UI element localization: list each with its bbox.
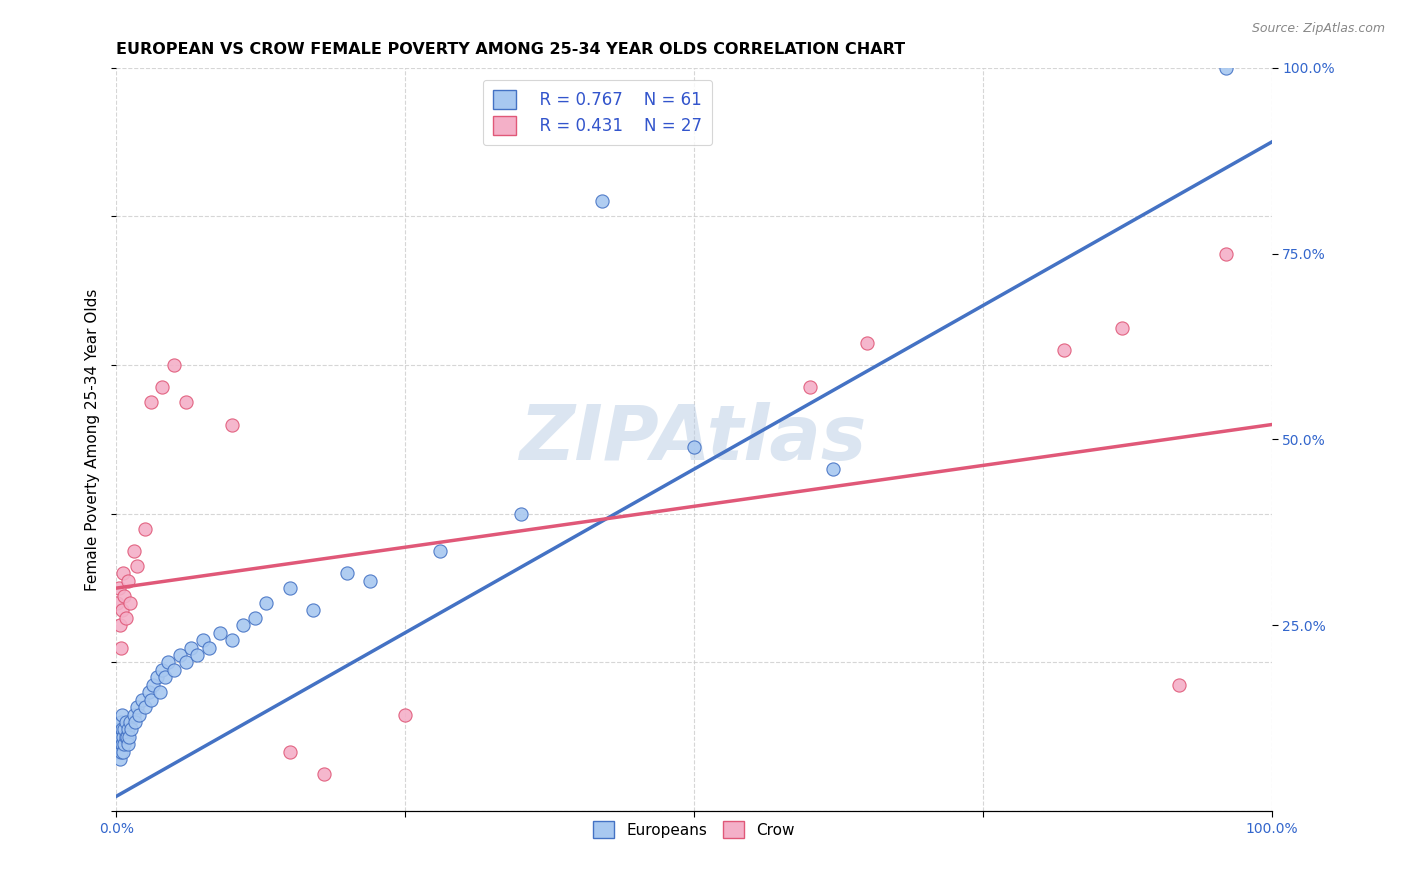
Point (256, 596, 278, 610)
Point (112, 723, 135, 737)
Point (139, 395, 162, 409)
Point (110, 730, 132, 744)
Point (221, 417, 243, 432)
Point (301, 603, 323, 617)
Point (149, 685, 172, 699)
Point (112, 566, 135, 581)
Point (117, 574, 139, 588)
Point (278, 745, 301, 759)
Point (111, 603, 134, 617)
Point (821, 462, 844, 476)
Point (138, 685, 160, 699)
Legend: Europeans, Crow: Europeans, Crow (586, 814, 801, 845)
Point (112, 737, 135, 751)
Point (112, 730, 135, 744)
Text: Source: ZipAtlas.com: Source: ZipAtlas.com (1251, 22, 1385, 36)
Point (108, 730, 131, 744)
Point (111, 707, 134, 722)
Point (197, 640, 219, 655)
Point (112, 589, 135, 603)
Point (107, 730, 129, 744)
Point (180, 640, 202, 655)
Point (131, 692, 153, 706)
Point (122, 544, 145, 558)
Point (799, 380, 821, 394)
Point (157, 656, 180, 670)
Point (107, 745, 129, 759)
Point (145, 670, 167, 684)
Point (117, 723, 139, 737)
Point (112, 745, 135, 759)
Point (394, 707, 416, 722)
Point (107, 581, 129, 595)
Point (115, 730, 138, 744)
Point (124, 714, 146, 729)
Point (114, 730, 136, 744)
Point (107, 596, 129, 610)
Point (591, 194, 613, 209)
Point (120, 596, 142, 610)
Point (169, 648, 191, 662)
Point (1215, 246, 1237, 260)
Point (152, 663, 174, 677)
Y-axis label: Female Poverty Among 25-34 Year Olds: Female Poverty Among 25-34 Year Olds (86, 288, 100, 591)
Point (110, 640, 132, 655)
Text: ZIPAtlas: ZIPAtlas (520, 402, 868, 476)
Point (134, 522, 156, 536)
Point (163, 663, 186, 677)
Point (174, 656, 197, 670)
Point (856, 335, 879, 350)
Point (191, 633, 214, 648)
Point (1168, 678, 1191, 692)
Point (209, 625, 232, 640)
Point (1215, 61, 1237, 75)
Point (174, 395, 197, 409)
Point (232, 618, 254, 632)
Point (278, 581, 301, 595)
Point (125, 700, 148, 714)
Point (118, 730, 141, 744)
Point (117, 737, 139, 751)
Point (163, 358, 186, 372)
Point (336, 566, 359, 581)
Point (509, 507, 531, 521)
Point (110, 745, 132, 759)
Point (139, 692, 162, 706)
Point (134, 700, 156, 714)
Point (125, 558, 148, 573)
Point (107, 723, 129, 737)
Point (120, 714, 142, 729)
Point (110, 714, 132, 729)
Point (114, 714, 136, 729)
Point (111, 737, 134, 751)
Point (114, 611, 136, 625)
Point (107, 737, 129, 751)
Point (108, 737, 131, 751)
Point (429, 544, 451, 558)
Point (122, 707, 145, 722)
Point (128, 707, 150, 722)
Point (221, 633, 243, 648)
Point (153, 670, 176, 684)
Point (683, 440, 706, 454)
Point (1053, 343, 1076, 358)
Point (152, 380, 174, 394)
Point (186, 648, 208, 662)
Point (111, 723, 134, 737)
Point (243, 611, 266, 625)
Point (314, 767, 336, 781)
Point (1111, 321, 1133, 335)
Point (108, 752, 131, 766)
Point (120, 723, 142, 737)
Point (142, 678, 165, 692)
Point (108, 618, 131, 632)
Point (359, 574, 381, 588)
Text: EUROPEAN VS CROW FEMALE POVERTY AMONG 25-34 YEAR OLDS CORRELATION CHART: EUROPEAN VS CROW FEMALE POVERTY AMONG 25… (117, 42, 905, 57)
